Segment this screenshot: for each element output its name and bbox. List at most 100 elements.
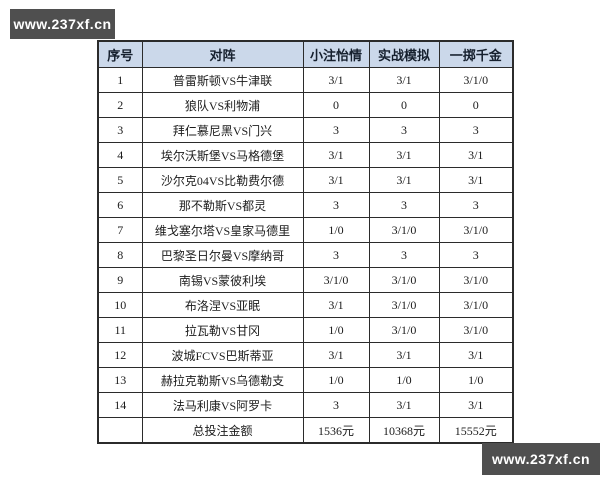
big-bet-cell: 3/1/0 [438, 292, 514, 318]
simulation-cell: 3 [368, 192, 440, 218]
simulation-cell: 0 [368, 92, 440, 118]
big-bet-cell: 3/1/0 [438, 67, 514, 93]
simulation-cell: 3/1/0 [368, 267, 440, 293]
table-row: 2 狼队VS利物浦 0 0 0 [97, 92, 514, 118]
table-row: 6 那不勒斯VS都灵 3 3 3 [97, 192, 514, 218]
row-index-cell: 7 [97, 217, 143, 243]
watermark-text: www.237xf.cn [491, 451, 591, 467]
row-index-cell: 4 [97, 142, 143, 168]
small-bet-cell: 0 [302, 92, 370, 118]
simulation-cell: 3/1 [368, 142, 440, 168]
simulation-cell: 3 [368, 117, 440, 143]
small-bet-cell: 1/0 [302, 367, 370, 393]
simulation-cell: 3/1/0 [368, 217, 440, 243]
table-row: 7 维戈塞尔塔VS皇家马德里 1/0 3/1/0 3/1/0 [97, 217, 514, 243]
row-index-cell: 9 [97, 267, 143, 293]
row-index-cell: 11 [97, 317, 143, 343]
simulation-cell: 3/1/0 [368, 317, 440, 343]
simulation-cell: 3 [368, 242, 440, 268]
small-bet-cell: 3/1 [302, 67, 370, 93]
match-cell: 南锡VS蒙彼利埃 [141, 267, 304, 293]
small-bet-cell: 3/1 [302, 142, 370, 168]
small-bet-cell: 1/0 [302, 317, 370, 343]
row-index-cell: 14 [97, 392, 143, 418]
simulation-cell: 1/0 [368, 367, 440, 393]
big-bet-cell: 3/1 [438, 342, 514, 368]
big-bet-cell: 3/1/0 [438, 317, 514, 343]
small-bet-cell: 1/0 [302, 217, 370, 243]
big-bet-cell: 3 [438, 192, 514, 218]
big-bet-cell: 3/1/0 [438, 267, 514, 293]
big-bet-cell: 1/0 [438, 367, 514, 393]
simulation-cell: 3/1 [368, 342, 440, 368]
watermark-bottom-right: www.237xf.cn [482, 443, 600, 475]
match-cell: 波城FCVS巴斯蒂亚 [141, 342, 304, 368]
table-row: 13 赫拉克勒斯VS乌德勒支 1/0 1/0 1/0 [97, 367, 514, 393]
small-bet-cell: 3/1 [302, 167, 370, 193]
big-bet-cell: 3/1/0 [438, 217, 514, 243]
small-bet-cell: 3/1 [302, 292, 370, 318]
table-total-row: 总投注金额 1536元 10368元 15552元 [97, 417, 514, 444]
table-row: 1 普雷斯顿VS牛津联 3/1 3/1 3/1/0 [97, 67, 514, 93]
row-index-cell: 10 [97, 292, 143, 318]
total-big-bet-cell: 15552元 [438, 417, 514, 444]
header-match: 对阵 [141, 40, 304, 68]
simulation-cell: 3/1 [368, 392, 440, 418]
big-bet-cell: 3 [438, 117, 514, 143]
row-index-cell: 5 [97, 167, 143, 193]
total-simulation-cell: 10368元 [368, 417, 440, 444]
total-label-cell: 总投注金额 [141, 417, 304, 444]
table-row: 9 南锡VS蒙彼利埃 3/1/0 3/1/0 3/1/0 [97, 267, 514, 293]
simulation-cell: 3/1/0 [368, 292, 440, 318]
table-row: 8 巴黎圣日尔曼VS摩纳哥 3 3 3 [97, 242, 514, 268]
table-row: 3 拜仁慕尼黑VS门兴 3 3 3 [97, 117, 514, 143]
row-index-cell: 1 [97, 67, 143, 93]
table-header-row: 序号 对阵 小注怡情 实战模拟 一掷千金 [97, 40, 514, 68]
header-small-bet: 小注怡情 [302, 40, 370, 68]
small-bet-cell: 3/1 [302, 342, 370, 368]
small-bet-cell: 3 [302, 242, 370, 268]
table-row: 11 拉瓦勒VS甘冈 1/0 3/1/0 3/1/0 [97, 317, 514, 343]
match-cell: 拜仁慕尼黑VS门兴 [141, 117, 304, 143]
row-index-cell: 3 [97, 117, 143, 143]
small-bet-cell: 3/1/0 [302, 267, 370, 293]
match-cell: 沙尔克04VS比勒费尔德 [141, 167, 304, 193]
simulation-cell: 3/1 [368, 67, 440, 93]
big-bet-cell: 3/1 [438, 142, 514, 168]
match-cell: 维戈塞尔塔VS皇家马德里 [141, 217, 304, 243]
match-cell: 狼队VS利物浦 [141, 92, 304, 118]
big-bet-cell: 3/1 [438, 167, 514, 193]
table-row: 12 波城FCVS巴斯蒂亚 3/1 3/1 3/1 [97, 342, 514, 368]
match-cell: 布洛涅VS亚眠 [141, 292, 304, 318]
big-bet-cell: 3 [438, 242, 514, 268]
table-row: 10 布洛涅VS亚眠 3/1 3/1/0 3/1/0 [97, 292, 514, 318]
row-index-cell: 12 [97, 342, 143, 368]
small-bet-cell: 3 [302, 392, 370, 418]
match-cell: 巴黎圣日尔曼VS摩纳哥 [141, 242, 304, 268]
match-cell: 那不勒斯VS都灵 [141, 192, 304, 218]
header-simulation: 实战模拟 [368, 40, 440, 68]
table-row: 14 法马利康VS阿罗卡 3 3/1 3/1 [97, 392, 514, 418]
match-cell: 赫拉克勒斯VS乌德勒支 [141, 367, 304, 393]
big-bet-cell: 0 [438, 92, 514, 118]
table-row: 5 沙尔克04VS比勒费尔德 3/1 3/1 3/1 [97, 167, 514, 193]
header-index: 序号 [97, 40, 143, 68]
small-bet-cell: 3 [302, 117, 370, 143]
row-index-cell: 2 [97, 92, 143, 118]
small-bet-cell: 3 [302, 192, 370, 218]
row-index-cell: 8 [97, 242, 143, 268]
table-row: 4 埃尔沃斯堡VS马格德堡 3/1 3/1 3/1 [97, 142, 514, 168]
simulation-cell: 3/1 [368, 167, 440, 193]
header-big-bet: 一掷千金 [438, 40, 514, 68]
total-small-bet-cell: 1536元 [302, 417, 370, 444]
match-cell: 法马利康VS阿罗卡 [141, 392, 304, 418]
watermark-top-left: www.237xf.cn [10, 9, 115, 39]
betting-table: 序号 对阵 小注怡情 实战模拟 一掷千金 1 普雷斯顿VS牛津联 3/1 3/1… [97, 40, 514, 444]
match-cell: 埃尔沃斯堡VS马格德堡 [141, 142, 304, 168]
match-cell: 普雷斯顿VS牛津联 [141, 67, 304, 93]
watermark-text: www.237xf.cn [13, 16, 112, 32]
row-index-cell: 13 [97, 367, 143, 393]
big-bet-cell: 3/1 [438, 392, 514, 418]
match-cell: 拉瓦勒VS甘冈 [141, 317, 304, 343]
